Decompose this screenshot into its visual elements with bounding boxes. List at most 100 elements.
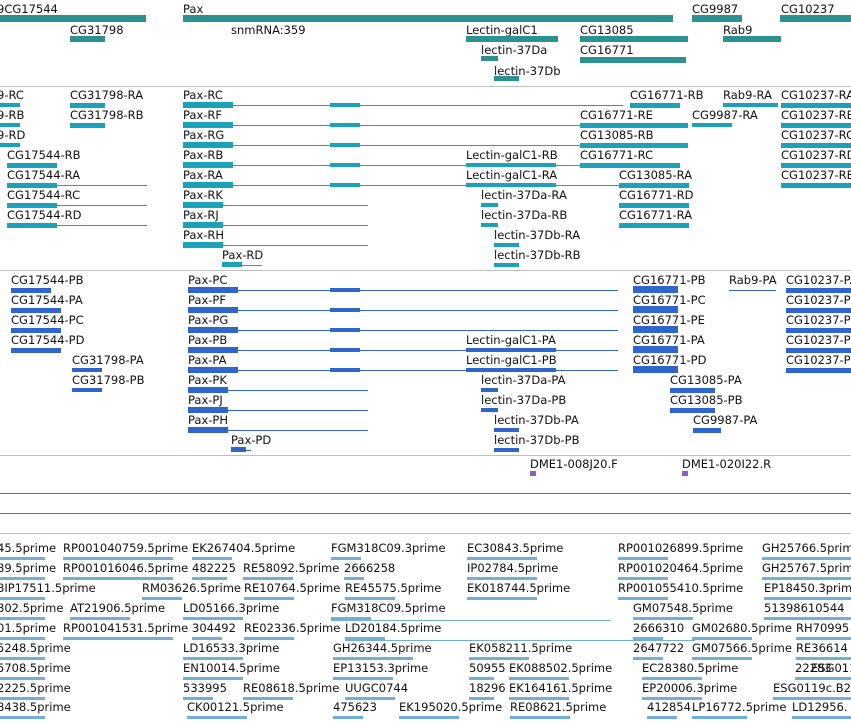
transcript-label[interactable]: Pax-RA [183, 168, 223, 182]
protein-glyph[interactable] [633, 366, 678, 373]
protein-glyph[interactable] [72, 388, 102, 392]
est-label[interactable]: 475623 [333, 700, 377, 714]
protein-label[interactable]: Lectin-galC1-PA [466, 333, 556, 347]
transcript-glyph[interactable] [0, 143, 20, 147]
gene-label[interactable]: CG10237 [781, 2, 835, 16]
transcript-glyph[interactable] [7, 203, 57, 208]
est-glyph[interactable] [331, 557, 361, 560]
protein-glyph[interactable] [330, 328, 360, 332]
est-glyph[interactable] [0, 617, 45, 620]
est-label[interactable]: AT21906.5prime [70, 601, 166, 615]
est-label[interactable]: ESG0119c.B2 [773, 681, 851, 695]
est-label[interactable]: LD16533.3prime [183, 641, 280, 655]
protein-label[interactable]: CG13085-PA [670, 373, 742, 387]
transcript-glyph[interactable] [781, 103, 851, 108]
est-label[interactable]: EK018744.5prime [467, 581, 571, 595]
transcript-label[interactable]: 9-RC [0, 88, 24, 102]
protein-glyph[interactable] [466, 348, 556, 352]
protein-glyph[interactable] [11, 308, 61, 313]
est-label[interactable]: EK164161.5prime [509, 681, 613, 695]
est-glyph[interactable] [183, 617, 243, 620]
transcript-label[interactable]: CG17544-RC [7, 188, 81, 202]
protein-label[interactable]: Pax-PG [188, 313, 229, 327]
est-label[interactable]: RE45575.5prime [345, 581, 442, 595]
transcript-glyph[interactable] [0, 103, 20, 107]
transcript-label[interactable]: CG13085-RA [619, 168, 693, 182]
transcript-glyph[interactable] [0, 123, 20, 127]
transcript-label[interactable]: CG10237-RB [781, 108, 851, 122]
protein-glyph[interactable] [481, 388, 498, 392]
gene-glyph[interactable] [580, 36, 688, 42]
est-label[interactable]: GH25766.5prime [762, 541, 851, 555]
protein-glyph[interactable] [670, 388, 715, 393]
transcript-glyph[interactable] [183, 102, 233, 108]
protein-glyph[interactable] [670, 408, 715, 413]
est-glyph[interactable] [633, 617, 693, 620]
transcript-intron-line[interactable] [183, 225, 368, 226]
est-label[interactable]: EK195020.5prime [399, 700, 503, 714]
clone-glyph[interactable] [682, 471, 688, 476]
est-glyph[interactable] [244, 597, 294, 600]
est-label[interactable]: EP13153.3prime [333, 661, 429, 675]
transcript-label[interactable]: lectin-37Da-RA [481, 188, 567, 202]
est-glyph[interactable] [762, 577, 851, 580]
transcript-intron-line[interactable] [183, 165, 623, 166]
est-label[interactable]: 45.5prime [0, 541, 57, 555]
transcript-label[interactable]: CG10237-RE [781, 168, 851, 182]
protein-glyph[interactable] [786, 348, 851, 353]
transcript-label[interactable]: Pax-RC [183, 88, 223, 102]
transcript-glyph[interactable] [222, 262, 242, 267]
transcript-label[interactable]: CG10237-RA [781, 88, 851, 102]
est-label[interactable]: 89.5prime [0, 561, 57, 575]
protein-glyph[interactable] [72, 368, 102, 372]
est-glyph[interactable] [192, 557, 232, 560]
gene-label[interactable]: Lectin-galC1 [466, 23, 538, 37]
protein-glyph[interactable] [330, 348, 360, 352]
est-label[interactable]: 2647722 [633, 641, 685, 655]
est-label[interactable]: UUGC0744 [345, 681, 409, 695]
est-label[interactable]: EP20006.3prime [642, 681, 738, 695]
gene-label[interactable]: CG16771 [580, 43, 634, 57]
est-glyph[interactable] [0, 637, 45, 640]
est-label[interactable]: 22283 [795, 661, 832, 675]
est-label[interactable]: GM02680.5prime [692, 621, 792, 635]
protein-glyph[interactable] [786, 328, 851, 333]
transcript-intron-line[interactable] [183, 125, 623, 126]
protein-glyph[interactable] [786, 308, 851, 313]
protein-label[interactable]: lectin-37Da-PA [481, 373, 566, 387]
protein-intron-line[interactable] [188, 430, 368, 431]
transcript-label[interactable]: 9-RD [0, 128, 26, 142]
est-label[interactable]: RE08618.5prime [243, 681, 340, 695]
transcript-glyph[interactable] [580, 123, 688, 128]
transcript-label[interactable]: Pax-RD [222, 248, 264, 262]
est-glyph[interactable] [773, 697, 851, 700]
transcript-glyph[interactable] [580, 163, 680, 168]
est-label[interactable]: FGM318C09.5prime [331, 601, 446, 615]
est-glyph[interactable] [633, 657, 663, 660]
transcript-glyph[interactable] [183, 162, 233, 168]
protein-label[interactable]: Pax-PH [188, 413, 229, 427]
protein-label[interactable]: CG16771-PD [633, 353, 707, 367]
est-glyph[interactable] [692, 657, 752, 660]
est-label[interactable]: EC30843.5prime [467, 541, 564, 555]
transcript-label[interactable]: CG16771-RE [580, 108, 653, 122]
transcript-label[interactable]: CG17544-RD [7, 208, 82, 222]
protein-glyph[interactable] [188, 367, 238, 373]
protein-glyph[interactable] [494, 448, 519, 452]
protein-intron-line[interactable] [188, 290, 618, 291]
est-label[interactable]: 802.5prime [0, 601, 64, 615]
est-label[interactable]: IP02784.5prime [467, 561, 559, 575]
gene-glyph[interactable] [494, 76, 519, 81]
est-label[interactable]: 01.5prime [0, 621, 57, 635]
transcript-glyph[interactable] [183, 202, 223, 208]
protein-label[interactable]: CG31798-PA [72, 353, 144, 367]
transcript-glyph[interactable] [781, 163, 851, 168]
est-glyph[interactable] [399, 716, 459, 719]
gene-glyph[interactable] [723, 36, 781, 42]
est-label[interactable]: RP001016046.5prime [63, 561, 189, 575]
protein-label[interactable]: CG10237-PE [786, 353, 851, 367]
protein-label[interactable]: Pax-PB [188, 333, 228, 347]
protein-glyph[interactable] [188, 347, 238, 353]
est-glyph[interactable] [509, 697, 569, 700]
protein-intron-line[interactable] [188, 370, 618, 371]
